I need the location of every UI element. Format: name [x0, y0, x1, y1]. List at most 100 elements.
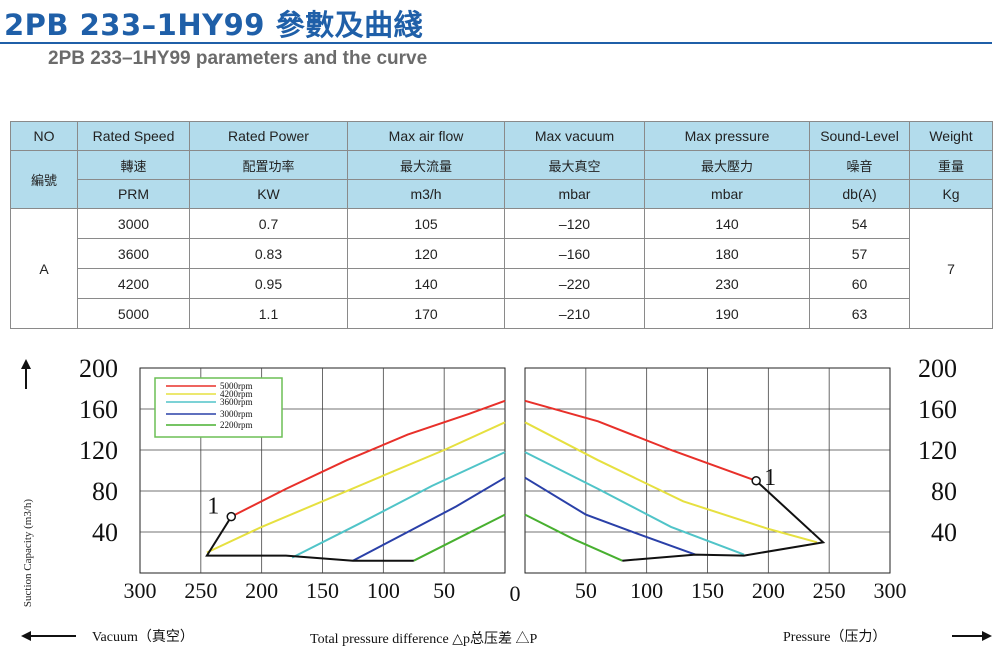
x-tick-pressure: 200 — [752, 578, 785, 603]
table-cell: 120 — [347, 238, 505, 269]
vacuum-point-label: 1 — [207, 494, 219, 520]
pressure-series-2200rpm — [524, 513, 623, 562]
pressure-series-3600rpm — [524, 451, 745, 556]
pressure-panel-grid — [524, 367, 891, 574]
legend-label: 2200rpm — [220, 420, 253, 430]
pressure-direction-label: Pressure（压力） — [783, 629, 886, 645]
performance-curve-chart: Suction Capacity (m3/h) 1 1 200 200 160 160… — [21, 354, 992, 647]
y-tick-left: 200 — [79, 354, 118, 383]
x-tick-vacuum: 300 — [124, 578, 157, 603]
y-tick-right: 200 — [918, 354, 957, 383]
x-tick-vacuum: 200 — [245, 578, 278, 603]
pressure-point-1-marker — [751, 476, 761, 486]
unit-airflow: m3/h — [347, 179, 505, 209]
pressure-arrow — [952, 631, 992, 641]
x-tick-pressure: 300 — [874, 578, 907, 603]
table-cell: –210 — [504, 298, 645, 329]
table-cell: –220 — [504, 268, 645, 299]
table-cell: –120 — [504, 208, 645, 239]
vacuum-series-2200rpm — [413, 513, 506, 562]
page-subtitle: 2PB 233–1HY99 parameters and the curve — [48, 48, 428, 69]
table-cell: 230 — [644, 268, 810, 299]
y-axis-label: Suction Capacity (m3/h) — [22, 499, 34, 607]
col-header-pressure-cn: 最大壓力 — [644, 150, 810, 180]
title-divider — [0, 42, 992, 44]
vacuum-curves: 1 — [205, 399, 506, 562]
x-tick-pressure: 150 — [691, 578, 724, 603]
col-header-speed: Rated Speed — [77, 121, 190, 151]
table-cell: 3000 — [77, 208, 190, 239]
x-tick-zero: 0 — [510, 581, 521, 606]
table-cell: 3600 — [77, 238, 190, 269]
col-header-weight-cn: 重量 — [909, 150, 993, 180]
unit-power: KW — [189, 179, 348, 209]
table-cell: 170 — [347, 298, 505, 329]
col-header-no-cn: 編號 — [10, 150, 78, 209]
legend-label: 4200rpm — [220, 389, 253, 399]
header-row-en: NO Rated Speed Rated Power Max air flow … — [10, 121, 993, 151]
table-row: 5000 1.1 170 –210 190 63 — [11, 298, 993, 329]
table-row: A 3000 0.7 105 –120 140 54 7 — [10, 208, 993, 329]
x-tick-pressure: 250 — [813, 578, 846, 603]
col-header-sound: Sound-Level — [809, 121, 910, 151]
legend-label: 3600rpm — [220, 397, 253, 407]
x-tick-vacuum: 100 — [367, 578, 400, 603]
vacuum-series-3000rpm — [352, 476, 506, 562]
col-header-speed-cn: 轉速 — [77, 150, 190, 180]
table-cell: –160 — [504, 238, 645, 269]
pressure-series-5000rpm — [524, 399, 757, 482]
vacuum-direction-label: Vacuum（真空） — [92, 629, 194, 645]
y-tick-right: 120 — [918, 436, 957, 465]
vacuum-series-4200rpm — [206, 421, 506, 554]
x-tick-vacuum: 150 — [306, 578, 339, 603]
table-cell: 63 — [809, 298, 910, 329]
vacuum-arrow — [21, 631, 76, 641]
vacuum-limit-line — [205, 516, 414, 562]
x-tick-vacuum: 50 — [433, 578, 455, 603]
y-tick-right: 80 — [931, 477, 957, 506]
col-header-weight: Weight — [909, 121, 993, 151]
pressure-series-3000rpm — [524, 476, 696, 556]
col-header-vacuum: Max vacuum — [504, 121, 645, 151]
page-title: 2PB 233–1HY99 參數及曲綫 — [4, 8, 424, 42]
table-row: 3600 0.83 120 –160 180 57 — [11, 238, 993, 269]
table-cell: 180 — [644, 238, 810, 269]
vacuum-series-3600rpm — [291, 451, 506, 559]
table-cell: 60 — [809, 268, 910, 299]
y-tick-left: 80 — [92, 477, 118, 506]
legend-label: 5000rpm — [220, 381, 253, 391]
unit-vacuum: mbar — [504, 179, 645, 209]
pressure-point-label: 1 — [764, 465, 776, 491]
table-cell: 0.95 — [189, 268, 348, 299]
y-tick-left: 40 — [92, 518, 118, 547]
header-row-unit: PRM KW m3/h mbar mbar db(A) Kg — [11, 179, 993, 209]
vacuum-series-5000rpm — [230, 399, 506, 518]
x-tick-pressure: 50 — [575, 578, 597, 603]
col-header-no: NO — [10, 121, 78, 151]
table-cell: 140 — [347, 268, 505, 299]
table-cell: 0.83 — [189, 238, 348, 269]
pressure-limit-line — [622, 480, 826, 562]
col-header-power: Rated Power — [189, 121, 348, 151]
col-header-pressure: Max pressure — [644, 121, 810, 151]
unit-pressure: mbar — [644, 179, 810, 209]
table-cell: 1.1 — [189, 298, 348, 329]
unit-speed: PRM — [77, 179, 190, 209]
table-cell: 5000 — [77, 298, 190, 329]
pressure-curves: 1 — [524, 399, 826, 562]
table-cell: 4200 — [77, 268, 190, 299]
y-axis-arrow — [21, 359, 31, 389]
col-header-vacuum-cn: 最大真空 — [504, 150, 645, 180]
weight-cell: 7 — [909, 208, 993, 329]
model-cell: A — [10, 208, 78, 329]
vacuum-point-1-marker — [226, 511, 236, 522]
table-row: 4200 0.95 140 –220 230 60 — [11, 268, 993, 299]
pressure-series-4200rpm — [524, 421, 818, 544]
table-cell: 105 — [347, 208, 505, 239]
table-cell: 190 — [644, 298, 810, 329]
table-cell: 140 — [644, 208, 810, 239]
header-row-cn: 編號 轉速 配置功率 最大流量 最大真空 最大壓力 噪音 重量 — [10, 150, 993, 209]
spec-table: NO Rated Speed Rated Power Max air flow … — [10, 121, 993, 329]
